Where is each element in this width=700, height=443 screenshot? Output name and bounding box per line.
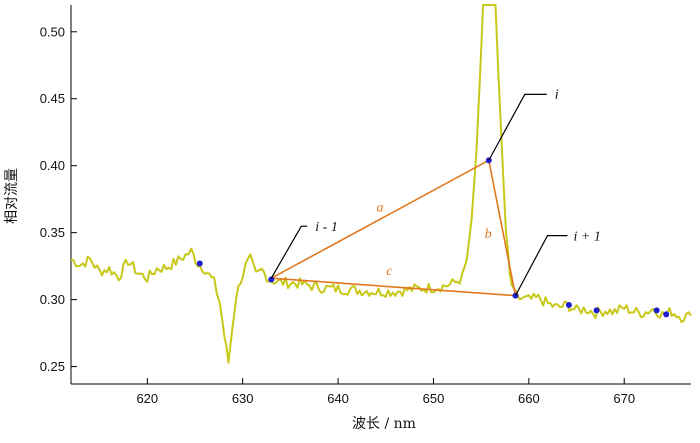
edge-a [270,159,490,279]
leader-line [270,225,308,279]
x-tick-label: 630 [232,391,254,406]
edge-b [487,160,517,296]
spectrum-series [70,4,692,364]
x-axis-title: 波长 / nm [352,416,416,432]
y-tick-label: 0.45 [40,91,65,106]
y-tick-label: 0.40 [40,158,65,173]
x-tick-label: 640 [327,391,349,406]
annotations: i - 1 i i + 1 [270,87,601,296]
y-axis-title: 相对流量 [4,168,20,224]
marked-point [653,307,660,314]
edge-label-a: a [377,200,384,215]
marked-point [196,260,203,267]
y-tick-label: 0.25 [40,359,65,374]
ticks: 620 630 640 650 660 670 0.25 0.30 0.35 0.40 0.45 0.… [40,24,635,406]
axes [70,5,691,385]
x-tick-label: 650 [423,391,445,406]
y-tick-label: 0.50 [40,24,65,39]
x-tick-label: 670 [613,391,635,406]
marked-point [593,307,600,314]
edge-c [271,277,516,297]
annotation-label: i [555,87,559,102]
marked-point [268,276,275,283]
x-tick-label: 620 [136,391,158,406]
y-tick-label: 0.30 [40,292,65,307]
marked-point [663,311,670,318]
triangle-group: a b c [270,159,517,297]
spectrum-line [70,4,692,364]
edge-label-c: c [386,264,393,279]
annotation-label: i - 1 [315,220,338,235]
y-tick-label: 0.35 [40,225,65,240]
marked-point [565,301,572,308]
edge-label-b: b [485,227,492,242]
x-tick-label: 660 [518,391,540,406]
annotation-label: i + 1 [573,230,600,245]
leader-line [488,93,547,161]
leader-line [514,235,568,296]
